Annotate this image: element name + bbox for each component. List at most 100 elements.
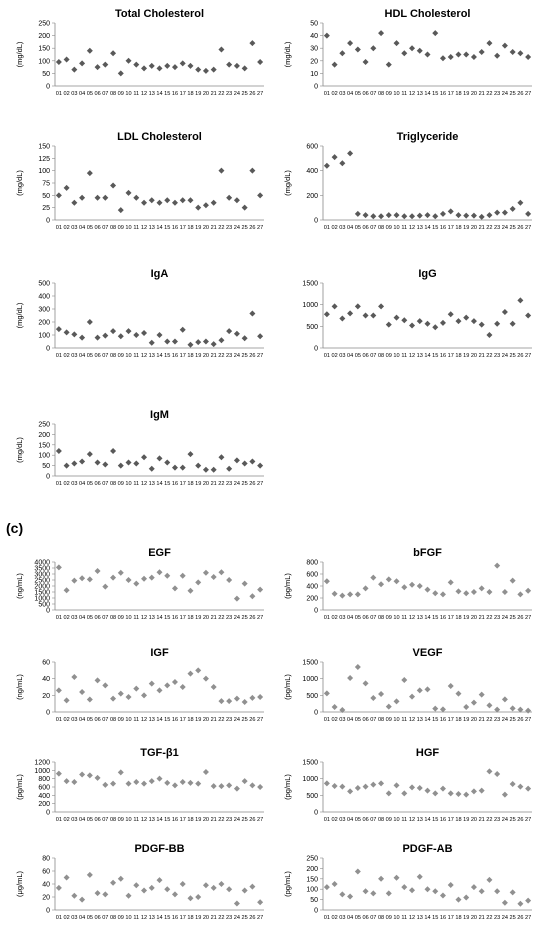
data-point bbox=[71, 892, 78, 899]
x-tick-label: 19 bbox=[463, 353, 469, 359]
x-tick-label: 13 bbox=[417, 353, 423, 359]
x-tick-label: 16 bbox=[172, 615, 178, 621]
x-tick-label: 03 bbox=[71, 717, 77, 723]
data-point bbox=[331, 61, 338, 68]
x-tick-label: 17 bbox=[180, 91, 186, 97]
x-tick-label: 04 bbox=[79, 91, 85, 97]
x-tick-label: 08 bbox=[110, 615, 116, 621]
data-point bbox=[94, 334, 101, 341]
data-point bbox=[416, 583, 423, 589]
x-tick-label: 06 bbox=[94, 353, 100, 359]
data-point bbox=[525, 210, 532, 217]
data-point bbox=[233, 197, 240, 204]
y-tick-label: 50 bbox=[310, 21, 318, 28]
y-axis-label: (mg/dL) bbox=[15, 302, 24, 328]
y-tick-label: 20 bbox=[42, 895, 50, 902]
x-tick-label: 19 bbox=[463, 615, 469, 621]
x-tick-label: 07 bbox=[370, 717, 376, 723]
y-tick-label: 125 bbox=[38, 156, 50, 163]
data-point bbox=[416, 873, 423, 880]
data-point bbox=[378, 303, 385, 310]
x-tick-label: 26 bbox=[517, 615, 523, 621]
data-point bbox=[110, 50, 117, 57]
data-point bbox=[447, 683, 454, 689]
chart-title: bFGF bbox=[413, 547, 442, 559]
data-point bbox=[385, 703, 392, 710]
y-tick-label: 40 bbox=[42, 882, 50, 889]
x-tick-label: 09 bbox=[118, 225, 124, 231]
x-tick-label: 21 bbox=[211, 915, 217, 921]
y-axis-label: (pg/mL) bbox=[283, 774, 292, 800]
data-point bbox=[148, 884, 155, 891]
chart-12: HGF (pg/mL) 0 500 1000 1500 01 02 03 04 05 06 07 08 09… bbox=[283, 747, 532, 823]
data-point bbox=[439, 55, 446, 62]
data-point bbox=[486, 768, 493, 775]
x-tick-label: 22 bbox=[486, 225, 492, 231]
data-point bbox=[447, 882, 454, 889]
data-point bbox=[210, 574, 217, 580]
y-tick-label: 75 bbox=[42, 181, 50, 188]
y-tick-label: 3500 bbox=[34, 566, 50, 573]
data-point bbox=[179, 572, 186, 579]
x-tick-label: 01 bbox=[56, 615, 62, 621]
data-point bbox=[79, 689, 86, 695]
data-point bbox=[141, 692, 148, 699]
x-tick-label: 20 bbox=[471, 225, 477, 231]
x-tick-label: 08 bbox=[110, 91, 116, 97]
x-tick-label: 07 bbox=[102, 481, 108, 487]
data-point bbox=[393, 40, 400, 47]
y-tick-label: 400 bbox=[306, 168, 318, 175]
data-point bbox=[478, 321, 485, 328]
x-tick-label: 05 bbox=[355, 717, 361, 723]
data-point bbox=[164, 779, 171, 786]
data-point bbox=[470, 699, 477, 706]
x-tick-label: 04 bbox=[347, 817, 353, 823]
x-tick-label: 10 bbox=[125, 225, 131, 231]
x-tick-label: 06 bbox=[94, 615, 100, 621]
y-tick-label: 60 bbox=[42, 869, 50, 876]
data-point bbox=[202, 67, 209, 74]
data-point bbox=[354, 591, 361, 598]
x-tick-label: 01 bbox=[324, 817, 330, 823]
data-point bbox=[218, 698, 225, 705]
x-tick-label: 13 bbox=[149, 481, 155, 487]
x-tick-label: 16 bbox=[172, 717, 178, 723]
x-tick-label: 27 bbox=[257, 353, 263, 359]
x-tick-label: 04 bbox=[79, 817, 85, 823]
x-tick-label: 22 bbox=[218, 91, 224, 97]
data-point bbox=[195, 339, 202, 346]
x-tick-label: 26 bbox=[249, 225, 255, 231]
data-point bbox=[470, 884, 477, 891]
x-tick-label: 23 bbox=[494, 915, 500, 921]
x-tick-label: 12 bbox=[141, 481, 147, 487]
x-tick-label: 23 bbox=[494, 615, 500, 621]
data-point bbox=[179, 881, 186, 887]
x-tick-label: 11 bbox=[133, 225, 139, 231]
y-tick-label: 40 bbox=[42, 676, 50, 683]
x-tick-label: 11 bbox=[401, 915, 407, 921]
data-point bbox=[148, 465, 155, 472]
data-point bbox=[226, 698, 233, 705]
y-tick-label: 400 bbox=[38, 294, 50, 301]
data-point bbox=[226, 886, 233, 893]
data-point bbox=[179, 326, 186, 333]
data-point bbox=[241, 699, 248, 705]
x-tick-label: 26 bbox=[249, 353, 255, 359]
x-tick-label: 01 bbox=[56, 915, 62, 921]
data-point bbox=[323, 780, 330, 787]
data-point bbox=[323, 690, 330, 697]
x-tick-label: 19 bbox=[463, 915, 469, 921]
y-tick-label: 300 bbox=[38, 307, 50, 314]
data-point bbox=[486, 702, 493, 709]
x-tick-label: 18 bbox=[455, 915, 461, 921]
y-tick-label: 100 bbox=[38, 333, 50, 340]
y-tick-label: 0 bbox=[314, 710, 318, 717]
y-tick-label: 250 bbox=[306, 856, 318, 863]
data-point bbox=[233, 785, 240, 792]
x-tick-label: 18 bbox=[187, 717, 193, 723]
data-point bbox=[517, 591, 524, 598]
y-tick-label: 20 bbox=[42, 693, 50, 700]
x-tick-label: 16 bbox=[172, 481, 178, 487]
